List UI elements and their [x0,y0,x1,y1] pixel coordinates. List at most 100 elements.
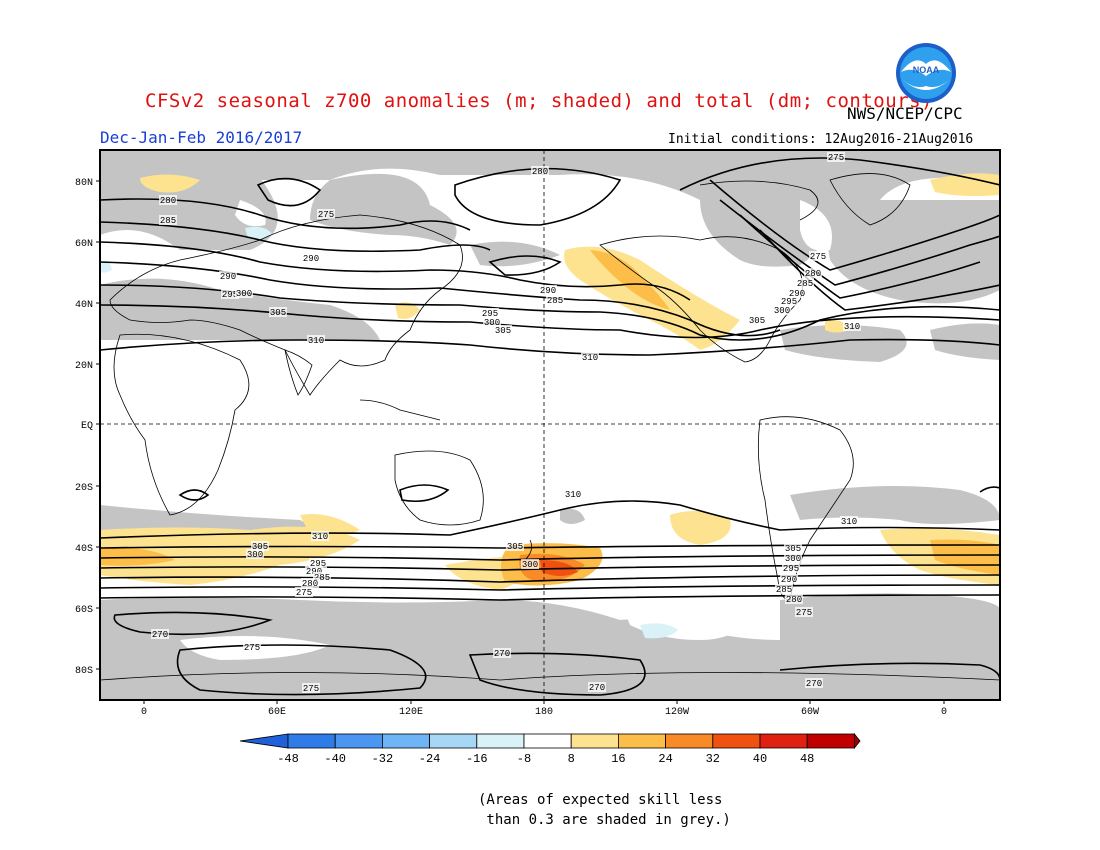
lat-label: 60N [75,239,93,250]
lat-label: 40N [75,300,93,311]
contour-label-bg [317,209,335,219]
contour-label: 310 [582,353,598,363]
map-frame [99,149,1001,701]
height-contours [100,157,1000,696]
contour-label-bg [159,215,177,225]
contour-label: 290 [789,289,805,299]
contour-label: 285 [797,279,813,289]
map-ticks [96,180,945,704]
contour-label-bg [221,289,239,299]
contour-label: 270 [494,649,510,659]
contour-label-bg [243,642,261,652]
agency-label: NWS/NCEP/CPC [847,104,963,123]
map-title: CFSv2 seasonal z700 anomalies (m; shaded… [145,90,933,112]
contour-label: 305 [785,544,801,554]
contour-label: 270 [152,630,168,640]
contour-label-bg [843,321,861,331]
contour-label: 280 [302,579,318,589]
lat-label: 80S [75,666,93,677]
lat-label: 20S [75,483,93,494]
skill-note: (Areas of expected skill less than 0.3 a… [478,792,731,828]
contour-label-bg [151,629,169,639]
lon-label: 60W [801,707,819,718]
contour-label-bg [785,594,803,604]
contour-label: 300 [236,289,252,299]
colorbar-swatch [287,733,336,749]
negative-anomaly-shading [100,226,678,639]
colorbar-swatch [523,733,572,749]
contour-label-bg [493,648,511,658]
contour-label-bg [805,678,823,688]
contour-label-bg [305,566,323,576]
initial-conditions: Initial conditions: 12Aug2016-21Aug2016 [668,132,974,147]
contour-label: 310 [844,322,860,332]
contour-label-bg [780,296,798,306]
contour-label: 310 [308,336,324,346]
contour-label: 305 [252,542,268,552]
contour-label: 310 [841,517,857,527]
contour-label-bg [775,584,793,594]
lon-label: 0 [141,707,147,718]
contour-label: 275 [810,252,826,262]
contour-label: 300 [247,550,263,560]
contour-label-bg [796,278,814,288]
contour-label-bg [302,683,320,693]
lat-label: 20N [75,361,93,372]
colorbar-swatch [570,733,619,749]
contour-label-bg [788,288,806,298]
colorbar-label: -8 [517,752,531,766]
contour-label-bg [506,541,524,551]
contour-label-bg [531,166,549,176]
contour-label: 280 [160,196,176,206]
lon-label: 120W [665,707,689,718]
contour-label-bg [588,682,606,692]
contour-label: 305 [749,316,765,326]
colorbar-label: -48 [277,752,299,766]
contour-label-bg [302,253,320,263]
lon-label: 120E [399,707,423,718]
contour-label: 295 [310,559,326,569]
contour-label: 290 [303,254,319,264]
contour-label-bg [782,563,800,573]
contour-label: 270 [589,683,605,693]
noaa-logo-icon: NOAA [896,43,956,103]
lat-label: EQ [81,421,93,432]
contour-label-bg [494,325,512,335]
colorbar-swatch [429,733,478,749]
contour-label-bg [313,572,331,582]
contour-label-bg [795,607,813,617]
contour-label: 300 [785,554,801,564]
colorbar-label: 40 [753,752,767,766]
contour-label-bg [295,587,313,597]
contour-label-bg [521,559,539,569]
contour-label: 275 [244,643,260,653]
contour-label-bg [840,516,858,526]
contour-label: 280 [805,269,821,279]
contour-label-bg [809,251,827,261]
colorbar-label: -40 [324,752,346,766]
contour-label-bg [773,305,791,315]
contour-label-bg [309,558,327,568]
contour-label: 280 [786,595,802,605]
contour-label: 290 [540,286,556,296]
contour-label-bg [235,288,253,298]
colorbar-label: -16 [466,752,488,766]
colorbar-swatch [665,733,714,749]
contour-label-bg [251,541,269,551]
colorbar-swatch [381,733,430,749]
contour-label-bg [581,352,599,362]
colorbar-label: 16 [611,752,625,766]
contour-label: 285 [547,296,563,306]
contour-label-bg [546,295,564,305]
contour-label-bg [780,574,798,584]
contour-label: 310 [312,532,328,542]
contour-label: 305 [507,542,523,552]
colorbar-label: -32 [372,752,394,766]
colorbar-label: -24 [419,752,441,766]
contour-label: 285 [160,216,176,226]
colorbar-swatch [806,733,855,749]
contour-label: 300 [774,306,790,316]
contour-label: 280 [532,167,548,177]
contour-label-bg [307,335,325,345]
contour-label: 295 [783,564,799,574]
